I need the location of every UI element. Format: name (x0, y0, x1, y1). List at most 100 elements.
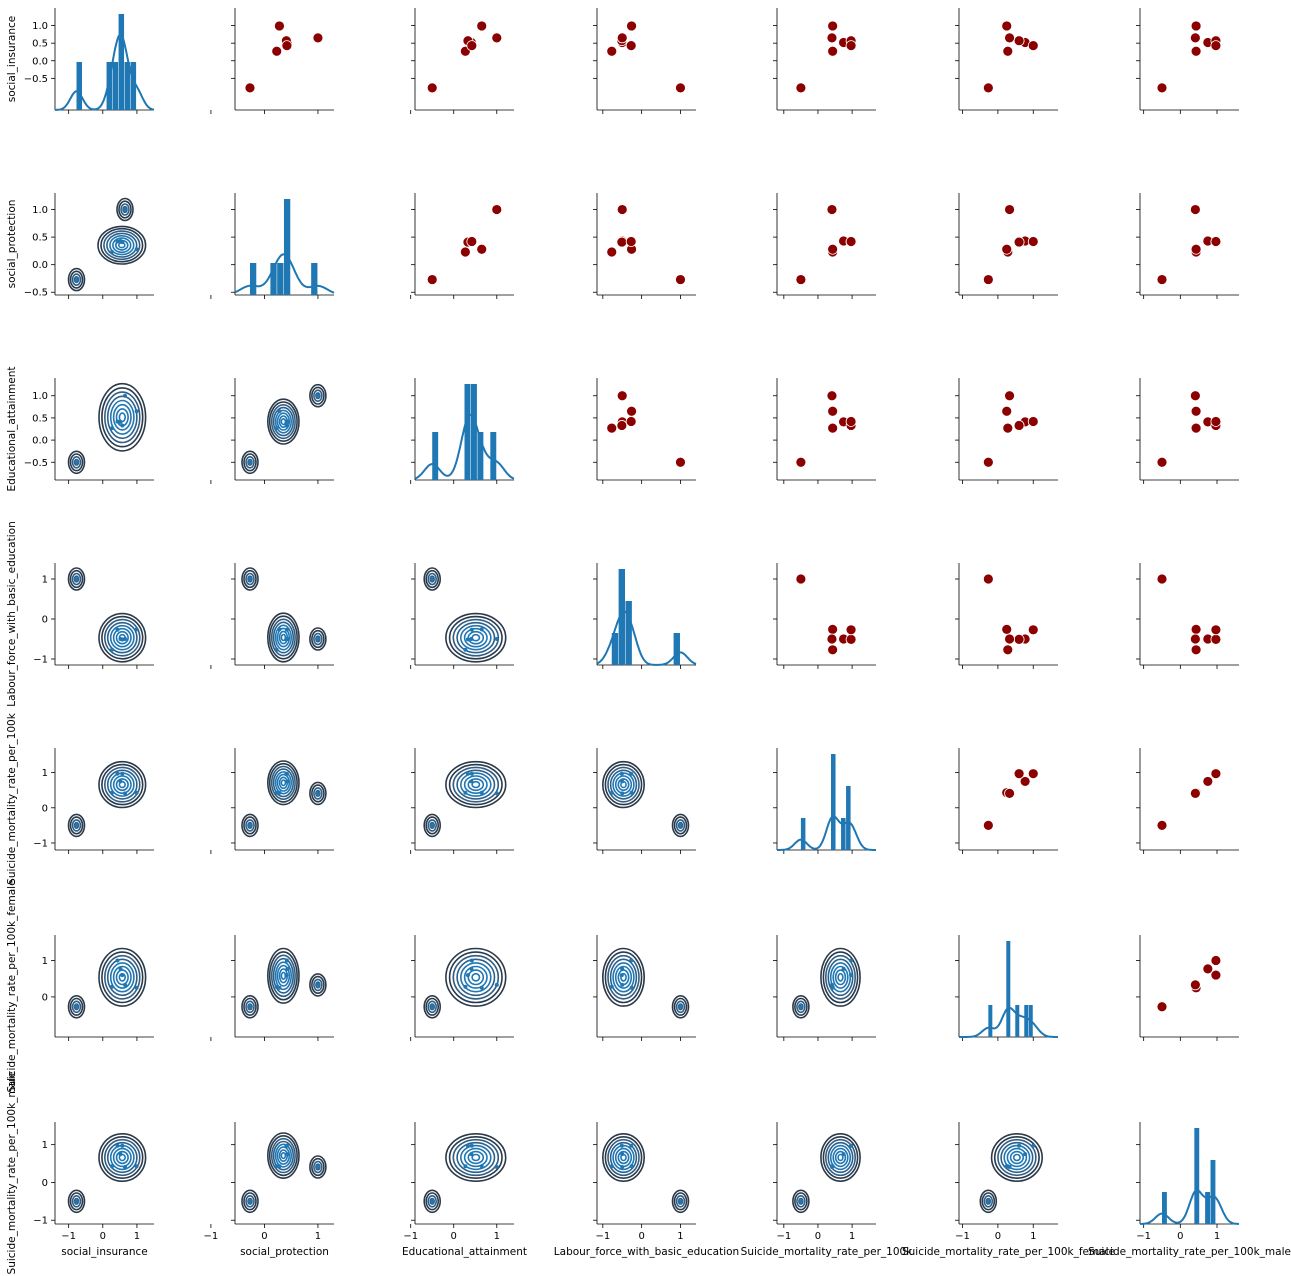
x-tick-label: −1 (595, 1231, 610, 1242)
kde-contour (276, 964, 291, 987)
x-tick-label: 1 (1214, 1231, 1220, 1242)
kde-contour (274, 409, 293, 434)
y-tick-label: −1 (33, 838, 48, 849)
scatter-point (616, 32, 628, 44)
kde-peak (110, 647, 114, 652)
panel-Suicide_mortality_rate_per_100k_male-vs-social_insurance: −1 0 1 −1 0 1 (33, 1122, 154, 1242)
kde-contour (313, 389, 323, 403)
kde-contour (270, 1137, 296, 1174)
kde-peak (469, 779, 474, 784)
scatter-point (982, 819, 994, 831)
scatter-point (606, 45, 618, 57)
kde-contour (270, 404, 296, 440)
kde-peak (619, 973, 624, 978)
kde-contour (313, 787, 323, 800)
scatter-point (281, 40, 293, 52)
panel-Suicide_mortality_rate_per_100k-vs-Suicide_mortality_rate_per_100k_male (1136, 748, 1239, 854)
histogram-bar (124, 62, 131, 110)
kde-contour (607, 1138, 640, 1177)
scatter-point (1202, 963, 1214, 975)
kde-contour (112, 237, 132, 254)
kde-peak (430, 1004, 435, 1009)
kde-contour (423, 813, 442, 838)
kde-contour (612, 962, 635, 993)
kde-peak (277, 409, 282, 414)
kde-peak (620, 779, 625, 784)
kde-contour (101, 763, 144, 806)
kde-peak (629, 771, 634, 776)
kde-contour (272, 768, 295, 798)
kde-contour (459, 1144, 492, 1171)
panel-Suicide_mortality_rate_per_100k_male-vs-social_protection: −1 0 1 (204, 1122, 334, 1242)
kde-contour (67, 994, 86, 1019)
scatter-point (626, 20, 637, 32)
kde-peak (123, 791, 127, 796)
kde-peak (469, 627, 474, 632)
kde-contour (115, 969, 129, 986)
kde-peak (463, 647, 468, 652)
scatter-point (1210, 969, 1222, 981)
kde-peak (494, 1165, 499, 1169)
scatter-point (826, 204, 838, 215)
kde-contour (104, 954, 141, 1000)
kde-contour (274, 624, 293, 651)
kde-peak (248, 1004, 252, 1009)
kde-contour (116, 197, 134, 222)
histogram-bar (618, 569, 625, 665)
y-tick-label: 1 (42, 1140, 48, 1151)
kde-contour (106, 395, 138, 440)
kde-contour (1000, 1141, 1034, 1174)
kde-peak (798, 1004, 803, 1009)
x-tick-label: −1 (1136, 1231, 1151, 1242)
y-tick-label: 1 (42, 575, 48, 586)
kde-contour (309, 781, 327, 806)
panel-social_insurance-vs-social_insurance: −0.5 0.0 0.5 1.0 (24, 8, 155, 114)
panel-Educational_attainment-vs-Labour_force_with_basic_education (593, 378, 696, 484)
panel-Educational_attainment-vs-Suicide_mortality_rate_per_100k_female (955, 378, 1058, 484)
scatter-point (1004, 633, 1015, 645)
kde-peak (463, 1164, 468, 1169)
kde-contour (673, 1192, 688, 1211)
kde-contour (67, 567, 86, 591)
x-tick-label: 0 (815, 1231, 821, 1242)
kde-peak (274, 426, 279, 431)
scatter-point (1013, 768, 1025, 780)
kde-peak (629, 790, 634, 795)
kde-peak (115, 771, 120, 776)
kde-peak (629, 985, 634, 990)
kde-peak (74, 460, 79, 465)
kde-contour (448, 763, 503, 806)
kde-peak (494, 791, 499, 796)
scatter-point (616, 236, 628, 248)
kde-peak (798, 1199, 803, 1204)
histogram-bar (118, 14, 125, 110)
panel-Educational_attainment-vs-social_insurance: −0.5 0.0 0.5 1.0 (24, 378, 154, 484)
kde-peak (469, 958, 474, 963)
kde-peak (74, 277, 79, 282)
panel-social_insurance-vs-Suicide_mortality_rate_per_100k_female (955, 8, 1058, 114)
scatter-point (1027, 236, 1039, 247)
kde-peak (134, 790, 139, 795)
kde-peak (277, 985, 282, 990)
panel-Labour_force_with_basic_education-vs-Suicide_mortality_rate_per_100k (773, 563, 876, 669)
kde-peak (115, 1143, 120, 1148)
scatter-point (1004, 204, 1015, 215)
kde-contour (1003, 1144, 1031, 1171)
kde-contour (101, 387, 144, 448)
histogram-bar (432, 432, 439, 480)
kde-peak (285, 1152, 290, 1157)
kde-contour (829, 962, 852, 993)
scatter-point (1210, 236, 1222, 247)
scatter-point (675, 82, 686, 94)
kde-peak (248, 1199, 252, 1204)
panel-Educational_attainment-vs-Educational_attainment (410, 378, 515, 484)
kde-contour (837, 972, 844, 982)
kde-contour (274, 1143, 293, 1168)
scatter-point (1190, 20, 1202, 32)
kde-contour (452, 954, 500, 1000)
scatter-point (1210, 40, 1222, 52)
kde-curve (777, 815, 876, 851)
kde-contour (115, 778, 129, 792)
kde-contour (272, 957, 295, 994)
panel-Suicide_mortality_rate_per_100k_female-vs-Suicide_mortality_rate_per_100k_female (955, 935, 1058, 1041)
